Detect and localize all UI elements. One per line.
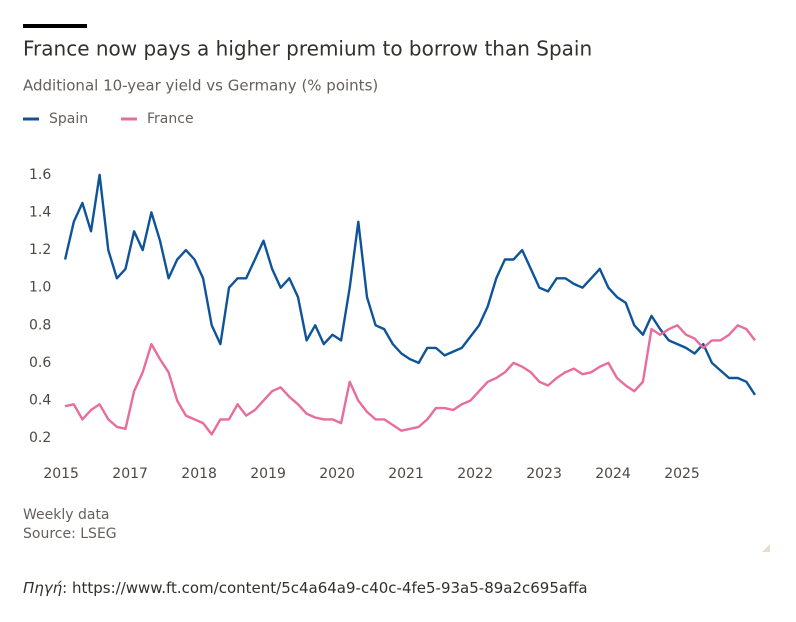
x-tick-label: 2023 — [526, 466, 562, 482]
chart-subtitle: Additional 10-year yield vs Germany (% p… — [23, 77, 378, 95]
legend: Spain France — [23, 111, 194, 127]
x-tick-label: 2020 — [319, 466, 355, 482]
x-tick-label: 2025 — [664, 466, 700, 482]
x-tick-label: 2015 — [43, 466, 79, 482]
y-tick-label: 0.6 — [29, 355, 51, 371]
footer: Πηγή: https://www.ft.com/content/5c4a64a… — [23, 579, 588, 597]
y-tick-label: 0.8 — [29, 317, 51, 333]
footer-url: : https://www.ft.com/content/5c4a64a9-c4… — [62, 579, 587, 597]
series-line — [64, 324, 756, 436]
y-tick-label: 0.2 — [29, 430, 51, 446]
x-tick-label: 2022 — [457, 466, 493, 482]
series-line — [63, 173, 757, 396]
chart-title: France now pays a higher premium to borr… — [23, 37, 592, 61]
x-tick-label: 2021 — [388, 466, 424, 482]
ft-rule — [23, 24, 87, 28]
y-tick-label: 1.2 — [29, 242, 51, 258]
x-tick-label: 2018 — [181, 466, 217, 482]
x-tick-label: 2017 — [112, 466, 148, 482]
y-tick-label: 0.4 — [29, 393, 51, 409]
x-tick-label: 2024 — [595, 466, 631, 482]
y-tick-label: 1.0 — [29, 280, 51, 296]
legend-label: France — [147, 111, 194, 127]
y-tick-label: 1.6 — [29, 167, 51, 183]
legend-label: Spain — [49, 111, 88, 127]
footer-label: Πηγή — [23, 579, 63, 597]
note: Weekly data — [23, 507, 110, 523]
y-tick-label: 1.4 — [29, 204, 51, 220]
corner-mark — [762, 544, 770, 552]
source: Source: LSEG — [23, 526, 117, 542]
x-tick-label: 2019 — [250, 466, 286, 482]
